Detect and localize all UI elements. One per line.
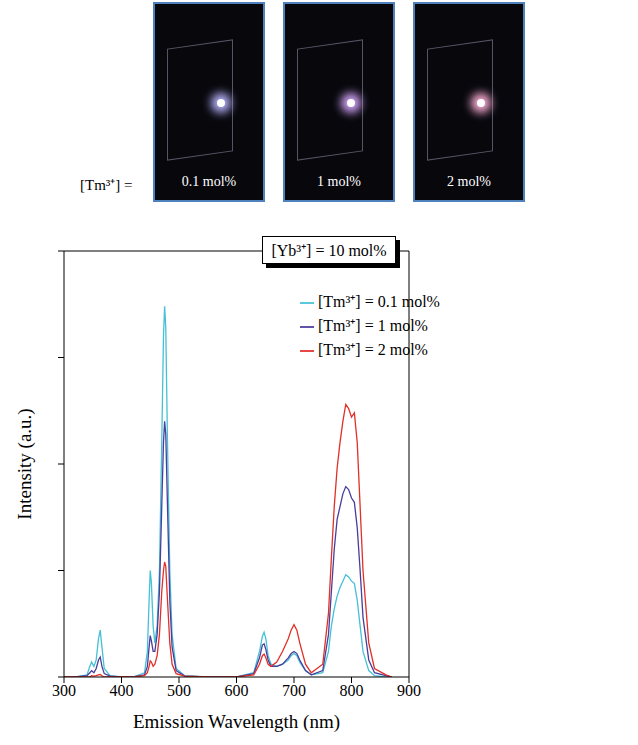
svg-text:400: 400: [110, 682, 134, 699]
html-text:0.1 mol%: 0.1 mol%: [181, 174, 237, 189]
html-text:[Tm³⁺] =: [Tm³⁺] =: [80, 177, 133, 193]
svg-text:300: 300: [52, 682, 76, 699]
svg-text:700: 700: [282, 682, 306, 699]
html-text:2 mol%: 2 mol%: [447, 174, 491, 189]
svg-text:500: 500: [167, 682, 191, 699]
html-text:[Tm³⁺] = 1 mol%: [Tm³⁺] = 1 mol%: [318, 317, 428, 334]
svg-text:Emission Wavelength (nm): Emission Wavelength (nm): [133, 711, 340, 733]
html-text:[Tm³⁺] = 0.1 mol%: [Tm³⁺] = 0.1 mol%: [318, 293, 440, 310]
svg-text:600: 600: [225, 682, 249, 699]
svg-text:900: 900: [397, 682, 421, 699]
html-text:[Yb³⁺] = 10 mol%: [Yb³⁺] = 10 mol%: [271, 242, 387, 259]
svg-text:Intensity (a.u.): Intensity (a.u.): [14, 408, 36, 519]
html-text:[Tm³⁺] = 2 mol%: [Tm³⁺] = 2 mol%: [318, 341, 428, 358]
svg-text:800: 800: [340, 682, 364, 699]
html-text:1 mol%: 1 mol%: [317, 174, 361, 189]
